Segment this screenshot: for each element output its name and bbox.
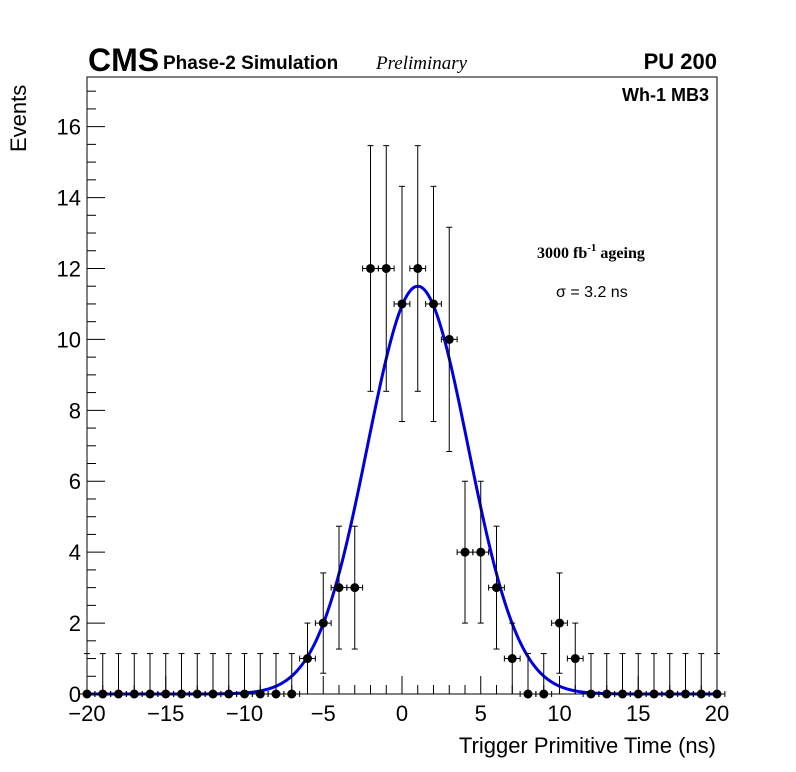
ageing-label: 3000 fb-1 ageing xyxy=(537,242,645,262)
ageing-exponent: -1 xyxy=(587,242,596,254)
data-marker xyxy=(413,263,423,273)
y-tick-label: 0 xyxy=(69,682,81,707)
data-marker xyxy=(334,583,344,593)
cms-label: CMS xyxy=(88,42,159,78)
simulation-label: Phase-2 Simulation xyxy=(163,53,338,74)
data-point xyxy=(377,145,395,392)
y-tick-label: 14 xyxy=(57,186,81,211)
data-point xyxy=(362,145,379,392)
data-marker xyxy=(303,654,312,664)
data-marker xyxy=(397,299,407,309)
y-axis-title: Events xyxy=(6,85,31,152)
data-point xyxy=(330,525,348,650)
y-tick-label: 4 xyxy=(69,540,81,565)
x-tick-label: 5 xyxy=(475,701,487,726)
x-axis-title: Trigger Primitive Time (ns) xyxy=(459,733,716,758)
data-point xyxy=(472,480,490,624)
data-point xyxy=(314,572,332,674)
y-tick-label: 10 xyxy=(57,327,81,352)
ageing-prefix: 3000 fb xyxy=(537,245,587,262)
data-marker xyxy=(381,263,391,273)
data-marker xyxy=(318,618,328,628)
y-tick-label: 12 xyxy=(57,256,81,281)
x-tick-label: −5 xyxy=(311,701,336,726)
data-marker xyxy=(366,263,375,273)
preliminary-label: Preliminary xyxy=(375,53,468,74)
data-point xyxy=(409,145,427,392)
y-tick-label: 2 xyxy=(69,611,81,636)
data-point xyxy=(551,572,568,674)
data-point xyxy=(456,480,474,624)
pileup-label: PU 200 xyxy=(644,49,717,74)
y-tick-label: 6 xyxy=(69,469,81,494)
data-point xyxy=(346,525,364,650)
y-tick-label: 8 xyxy=(69,398,81,423)
data-points-layer xyxy=(78,145,726,699)
axis-ticks-layer: −20 −15 −10 −5 0 5 10 15 20 0 2 4 6 8 10 12 14 16 xyxy=(57,90,729,726)
x-tick-label: −20 xyxy=(68,701,105,726)
y-tick-label: 16 xyxy=(57,115,81,140)
x-tick-label: −10 xyxy=(226,701,263,726)
data-marker xyxy=(507,654,517,664)
data-marker xyxy=(460,547,470,557)
x-tick-label: 0 xyxy=(396,701,408,726)
data-point xyxy=(566,622,584,695)
x-tick-label: 15 xyxy=(626,701,650,726)
data-marker xyxy=(476,547,486,557)
sigma-label: σ = 3.2 ns xyxy=(556,284,628,301)
data-marker xyxy=(492,583,501,593)
x-tick-label: 20 xyxy=(705,701,729,726)
data-point xyxy=(393,185,411,423)
data-point xyxy=(488,525,505,650)
data-point xyxy=(425,185,442,423)
data-point xyxy=(503,622,521,695)
ageing-suffix: ageing xyxy=(596,245,644,262)
region-label: Wh-1 MB3 xyxy=(622,85,709,105)
data-point xyxy=(440,226,458,453)
data-marker xyxy=(444,334,454,344)
data-point xyxy=(299,622,316,695)
data-marker xyxy=(350,583,360,593)
data-marker xyxy=(429,299,438,309)
data-marker xyxy=(570,654,580,664)
data-marker xyxy=(555,618,564,628)
x-tick-label: −15 xyxy=(147,701,184,726)
x-tick-label: 10 xyxy=(547,701,571,726)
